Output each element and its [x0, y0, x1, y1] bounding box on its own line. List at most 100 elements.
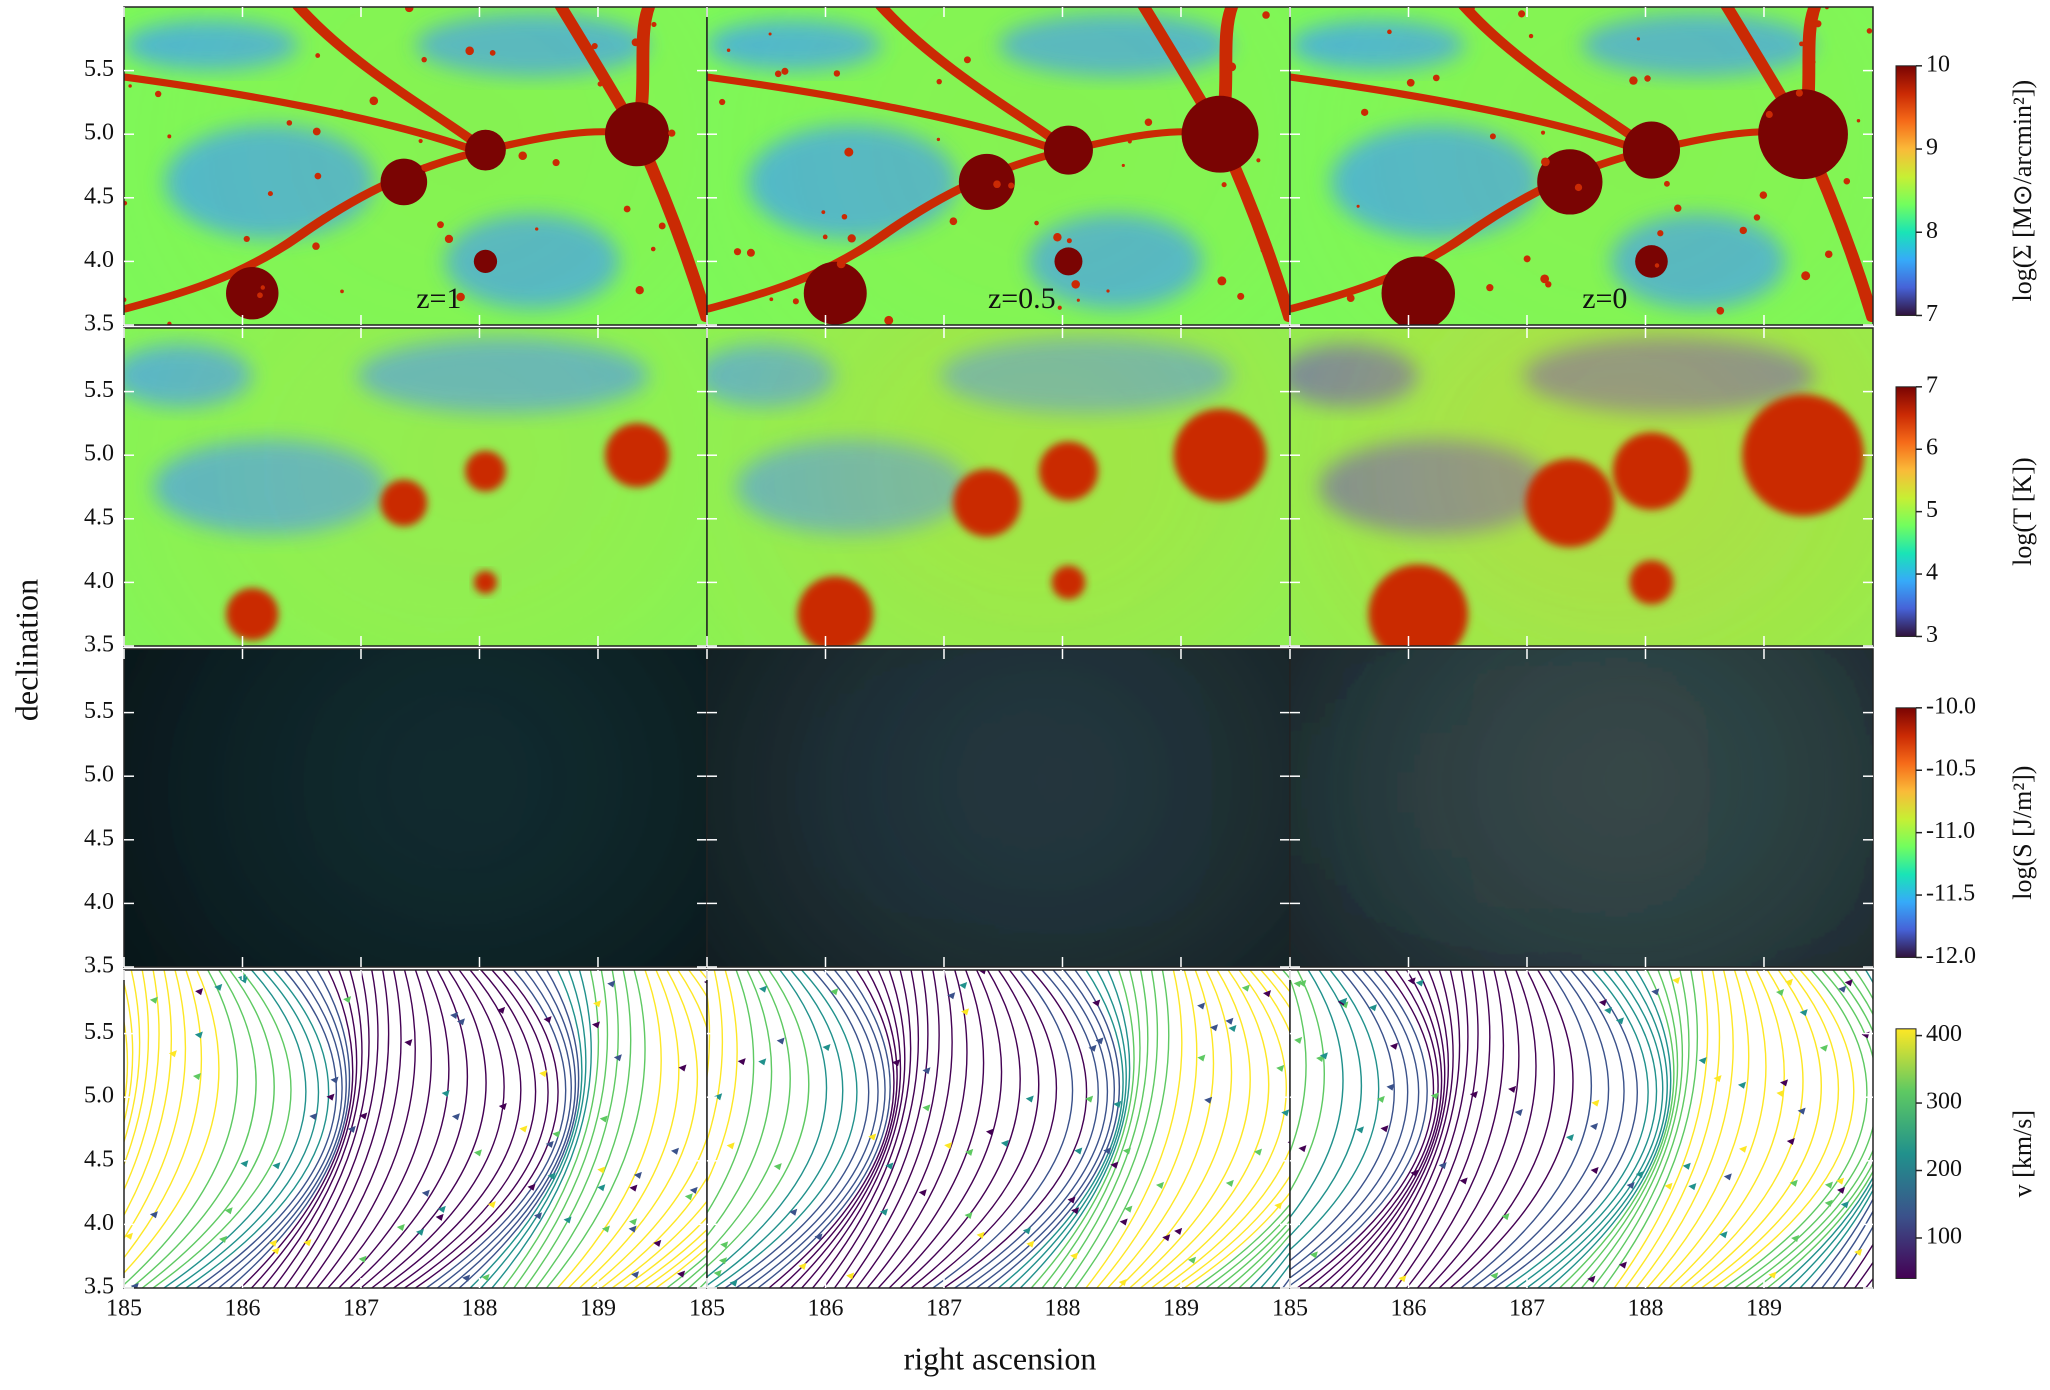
subhalo: [768, 32, 772, 36]
subhalo: [1540, 274, 1550, 284]
arrowhead: [1430, 1092, 1439, 1100]
arrowhead: [404, 1039, 413, 1047]
y-tick-label: 5.0: [84, 441, 114, 467]
filament: [1776, 761, 1873, 967]
y-tick-label: 3.5: [84, 311, 114, 337]
arrowhead: [1797, 1107, 1806, 1115]
arrowhead: [168, 1050, 177, 1058]
streamline: [1504, 970, 1649, 1288]
streamline: [458, 970, 580, 1288]
subhalo: [936, 137, 941, 142]
arrowhead: [219, 1235, 228, 1243]
streamline: [1290, 970, 1344, 1219]
arrowhead: [1085, 1095, 1094, 1103]
x-tick-label: 186: [807, 1296, 843, 1322]
arrowhead: [1092, 999, 1101, 1007]
arrowhead: [1071, 1207, 1080, 1215]
subhalo: [733, 248, 742, 256]
subhalo: [257, 292, 263, 299]
filament-layer: [124, 649, 707, 966]
streamline: [768, 970, 895, 1288]
arrowhead: [729, 1279, 738, 1287]
subhalo: [314, 172, 322, 180]
streamline: [124, 970, 187, 1240]
arrowhead: [629, 1184, 638, 1192]
subhalo: [936, 78, 942, 85]
subhalo: [1759, 191, 1768, 199]
subhalo: [631, 38, 640, 47]
void: [1027, 213, 1203, 310]
halo: [1381, 256, 1455, 325]
arrowhead: [1088, 1044, 1097, 1052]
streamline: [1107, 970, 1215, 1288]
y-tick-label: 4.5: [84, 825, 114, 851]
streamline: [1290, 970, 1380, 1251]
streamline: [1570, 970, 1679, 1288]
arrowhead: [303, 1239, 312, 1247]
arrowhead: [1776, 988, 1785, 996]
streamline: [124, 970, 203, 1259]
arrowhead: [421, 1189, 430, 1197]
streamline: [0, 970, 44, 1288]
redshift-label: z=0.5: [988, 282, 1056, 315]
arrowhead: [1122, 1147, 1131, 1155]
arrowhead: [539, 1070, 548, 1078]
arrowhead: [1719, 1231, 1728, 1239]
arrowhead: [527, 1183, 536, 1191]
arrowhead: [976, 1231, 985, 1239]
streamline: [415, 970, 559, 1288]
streamline: [327, 970, 432, 1288]
streamline: [371, 970, 505, 1288]
filament: [124, 390, 487, 479]
arrowhead: [1074, 1147, 1083, 1155]
streamline: [1438, 970, 1555, 1288]
streamline: [1712, 970, 1855, 1288]
colorbar-label: log(T [K]): [2008, 457, 2037, 566]
arrowhead: [1294, 1036, 1303, 1044]
streamline: [1063, 970, 1159, 1288]
streamline: [1745, 970, 1873, 1288]
subhalo: [1811, 59, 1816, 65]
panel: [707, 970, 1290, 1288]
subhalo: [456, 292, 465, 302]
arrowhead: [547, 1172, 556, 1180]
arrowhead: [1791, 1235, 1800, 1243]
streamline: [1591, 970, 1690, 1288]
arrowhead: [543, 1016, 552, 1024]
streamline: [707, 970, 738, 1184]
filament: [124, 445, 650, 638]
subhalo: [833, 70, 841, 77]
arrowhead: [1838, 985, 1847, 993]
subhalo: [884, 315, 894, 325]
arrowhead: [563, 1216, 572, 1224]
arrowhead: [498, 1102, 507, 1110]
streamline: [141, 970, 275, 1288]
streamline: [1296, 970, 1435, 1288]
halo: [380, 479, 428, 527]
arrowhead: [814, 1233, 823, 1241]
arrowhead: [1618, 1261, 1627, 1269]
arrowhead: [552, 1130, 561, 1138]
filament: [124, 73, 481, 154]
arrowhead: [358, 1255, 367, 1263]
subhalo: [1801, 271, 1811, 281]
subhalo: [1066, 238, 1072, 244]
arrowhead: [892, 1059, 901, 1067]
arrowhead: [487, 1201, 496, 1209]
subhalo: [312, 127, 321, 136]
filament: [292, 7, 492, 154]
arrowhead: [437, 1205, 446, 1213]
subhalo: [1545, 281, 1552, 288]
arrowhead: [1095, 1037, 1104, 1045]
arrowhead: [1737, 1081, 1746, 1089]
arrowhead: [1651, 988, 1660, 996]
subhalo: [1528, 33, 1534, 39]
colorbar-tick-label: 7: [1926, 372, 1938, 398]
streamline: [1052, 970, 1149, 1288]
arrowhead: [1274, 1202, 1283, 1210]
streamline: [207, 970, 343, 1288]
y-tick-label: 3.5: [84, 632, 114, 658]
streamline: [0, 970, 117, 1288]
streamline: [746, 970, 886, 1288]
halo: [604, 102, 670, 167]
